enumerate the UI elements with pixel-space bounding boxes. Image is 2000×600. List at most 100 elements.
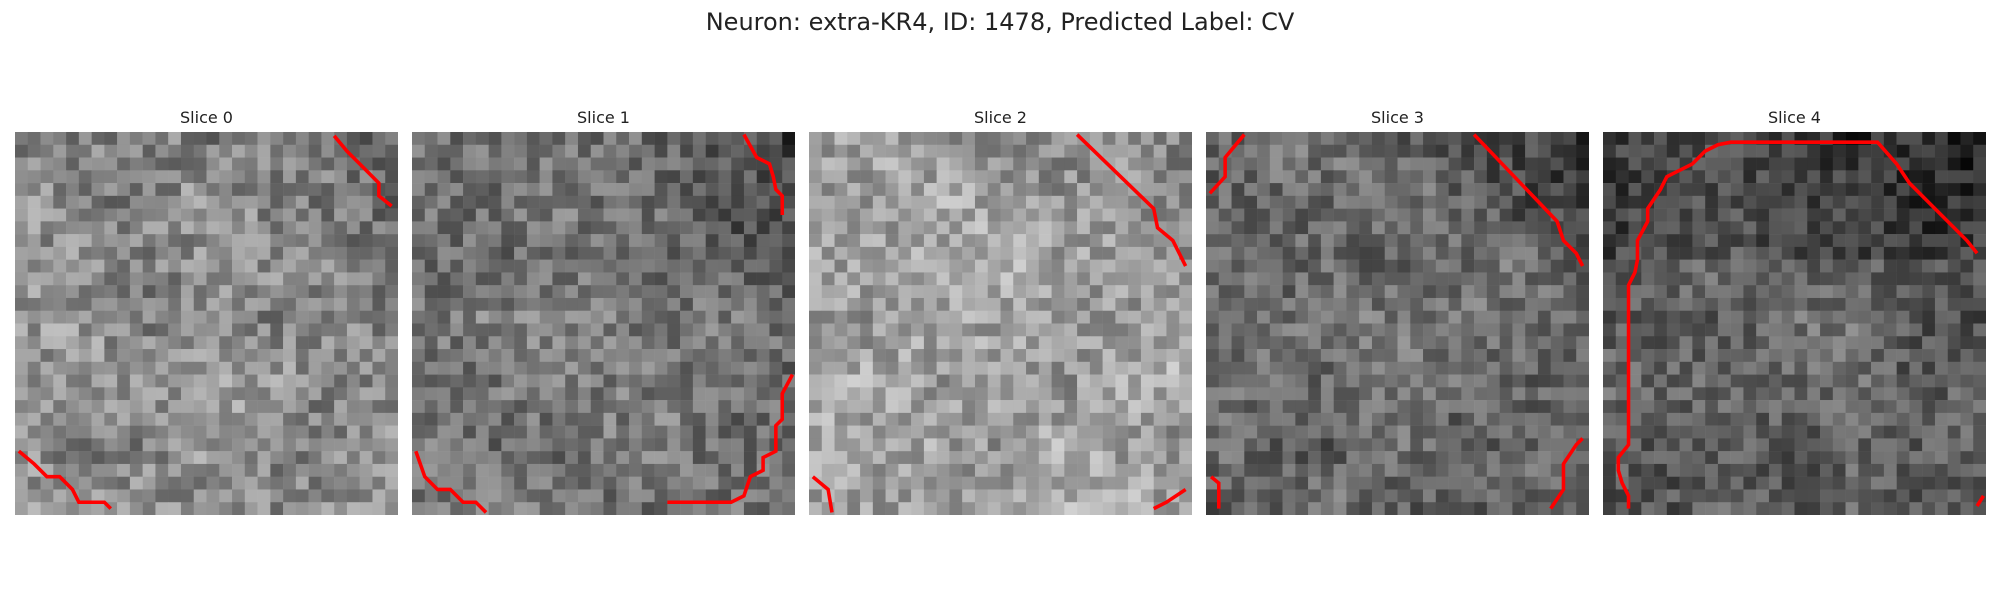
pixel [1244,183,1258,197]
pixel [424,412,438,426]
pixel [1666,297,1680,311]
pixel [168,144,182,158]
pixel [1768,489,1782,503]
pixel [526,502,540,515]
pixel [1371,246,1385,260]
pixel [27,221,41,235]
pixel [590,412,604,426]
pixel [475,349,489,363]
pixel [1038,463,1052,477]
pixel [987,387,1001,401]
pixel [1666,144,1680,158]
pixel [974,451,988,465]
pixel [1973,144,1986,158]
pixel [412,234,426,248]
pixel [872,170,886,184]
pixel [1064,157,1078,171]
pixel [1871,297,1885,311]
pixel [1973,374,1986,388]
pixel [501,221,515,235]
pixel [1525,451,1539,465]
pixel [1820,463,1834,477]
pixel [1705,183,1719,197]
pixel [1346,297,1360,311]
pixel [718,221,732,235]
pixel [885,259,899,273]
pixel [616,361,630,375]
pixel [488,246,502,260]
pixel [1231,336,1245,350]
pixel [898,285,912,299]
pixel [1269,144,1283,158]
pixel [1231,349,1245,363]
pixel [847,451,861,465]
pixel [1397,259,1411,273]
pixel [372,502,386,515]
pixel [475,144,489,158]
pixel [142,463,156,477]
pixel [718,157,732,171]
pixel [142,400,156,414]
pixel [295,400,309,414]
pixel [885,463,899,477]
pixel [526,489,540,503]
pixel [1794,323,1808,337]
pixel [1166,221,1180,235]
pixel [334,374,348,388]
pixel [743,195,757,209]
pixel [769,132,783,146]
pixel [142,349,156,363]
pixel [705,387,719,401]
pixel [1166,285,1180,299]
pixel [1499,425,1513,439]
pixel [219,336,233,350]
pixel [66,285,80,299]
pixel [104,195,118,209]
pixel [1692,259,1706,273]
pixel [53,349,67,363]
pixel [809,336,823,350]
pixel [514,246,528,260]
pixel [1333,297,1347,311]
pixel [1435,387,1449,401]
pixel [1705,400,1719,414]
pixel [923,374,937,388]
pixel [488,476,502,490]
pixel [1461,361,1475,375]
pixel [1346,259,1360,273]
pixel [680,234,694,248]
pixel [1128,463,1142,477]
pixel [1435,463,1449,477]
pixel [1730,285,1744,299]
pixel [155,183,169,197]
pixel [936,374,950,388]
pixel [1102,310,1116,324]
pixel [295,234,309,248]
pixel [705,285,719,299]
pixel [1692,246,1706,260]
pixel [1359,144,1373,158]
pixel [603,310,617,324]
pixel [283,463,297,477]
pixel [1603,195,1617,209]
pixel [654,425,668,439]
pixel [1781,310,1795,324]
pixel [1153,336,1167,350]
pixel [1947,412,1961,426]
pixel [321,387,335,401]
pixel [1934,132,1948,146]
pixel [155,272,169,286]
slice-panel-2: Slice 2 [809,108,1192,515]
pixel [616,272,630,286]
pixel [1896,246,1910,260]
pixel [1603,387,1617,401]
pixel [1537,323,1551,337]
pixel [1603,157,1617,171]
pixel [180,387,194,401]
pixel [1576,323,1589,337]
pixel [1038,438,1052,452]
pixel [91,259,105,273]
pixel [1257,132,1271,146]
pixel [1641,349,1655,363]
pixel [437,259,451,273]
